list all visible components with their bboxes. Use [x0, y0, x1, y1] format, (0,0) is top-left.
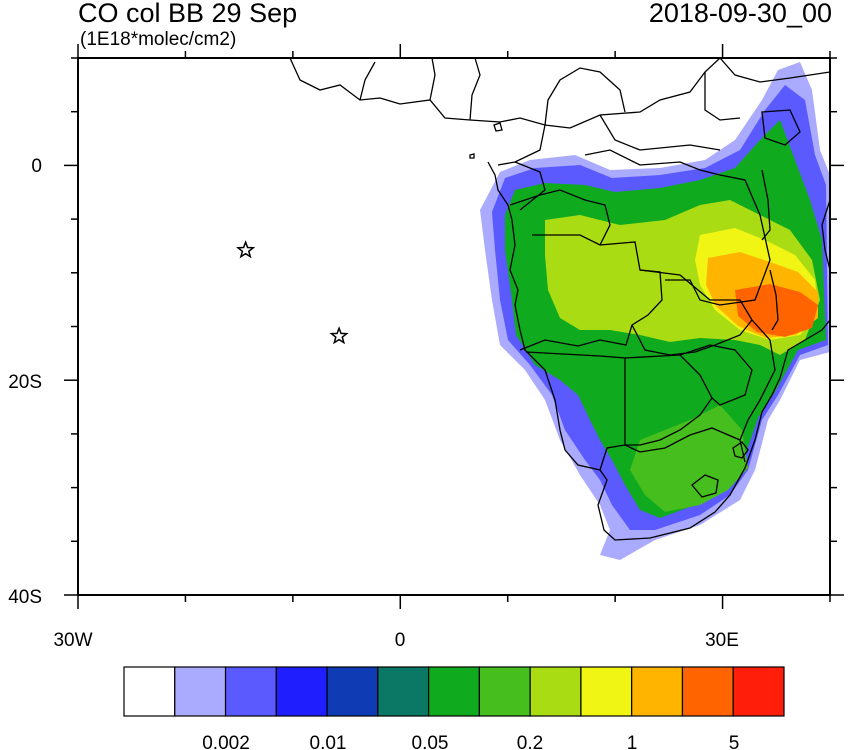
colorbar-swatch: [732, 666, 785, 717]
colorbar-label-0.2: 0.2: [517, 733, 543, 750]
lat-label-40s: 40S: [8, 587, 42, 608]
eswatini-border: [732, 441, 749, 459]
west-africa-border-c: [469, 58, 481, 121]
congo-border: [509, 189, 611, 246]
colorbar-swatch: [529, 666, 582, 717]
west-africa-border-a: [359, 61, 376, 101]
lesotho-border: [691, 474, 719, 498]
valid-datetime: 2018-09-30_00: [648, 0, 832, 28]
lake-victoria: [761, 109, 801, 146]
colorbar-label-0.01: 0.01: [310, 733, 347, 750]
drc-border: [584, 149, 771, 306]
nigeria-border: [544, 67, 626, 126]
sao-tome-island: [469, 153, 475, 159]
colorbar: [123, 666, 785, 717]
ethiopia-border: [719, 58, 830, 83]
central-africa-coastline: [487, 161, 830, 541]
car-border: [599, 114, 721, 151]
units-label: (1E18*molec/cm2): [80, 29, 237, 50]
south-africa-border: [624, 427, 746, 463]
east-africa-coastline: [821, 199, 830, 271]
star-marker-2: [329, 326, 349, 345]
colorbar-swatch: [377, 666, 430, 717]
colorbar-swatch: [123, 666, 176, 717]
lake-tanganyika: [761, 169, 771, 241]
lat-label-0: 0: [31, 156, 42, 177]
colorbar-swatch: [224, 666, 277, 717]
colorbar-label-5: 5: [729, 733, 740, 750]
namibia-border: [525, 351, 626, 471]
colorbar-swatch: [580, 666, 633, 717]
colorbar-swatch: [275, 666, 328, 717]
west-africa-border-b: [429, 58, 436, 101]
colorbar-swatch: [631, 666, 684, 717]
zimbabwe-border: [679, 344, 753, 406]
lon-label-30e: 30E: [705, 630, 739, 651]
colorbar-label-0.05: 0.05: [412, 733, 449, 750]
colorbar-swatch: [428, 666, 480, 717]
lake-malawi: [769, 269, 779, 331]
colorbar-label-0.002: 0.002: [202, 733, 250, 750]
colorbar-swatch: [478, 666, 531, 717]
bioko-island: [493, 122, 503, 132]
cameroon-border: [497, 124, 546, 166]
co-contour-southeast-low: [630, 405, 748, 512]
angola-border: [519, 234, 663, 351]
colorbar-swatch: [326, 666, 379, 717]
lat-label-20s: 20S: [8, 372, 42, 393]
zambia-border: [631, 269, 753, 356]
star-marker-1: [235, 240, 256, 259]
mozambique-border: [739, 319, 776, 441]
gabon-border: [514, 161, 546, 211]
sudan-border: [704, 72, 741, 121]
coastlines-and-borders: [289, 58, 830, 541]
west-africa-coastline: [289, 58, 721, 129]
lon-label-0: 0: [395, 630, 406, 651]
colorbar-label-1: 1: [627, 733, 638, 750]
map-plot-area: [235, 58, 830, 560]
colorbar-swatch: [174, 666, 227, 717]
colorbar-swatch: [681, 666, 734, 717]
markers: [235, 240, 349, 345]
botswana-border: [624, 354, 713, 446]
axis-ticks: [64, 44, 844, 609]
lon-label-30w: 30W: [53, 630, 92, 651]
map-title: CO col BB 29 Sep: [78, 0, 298, 28]
